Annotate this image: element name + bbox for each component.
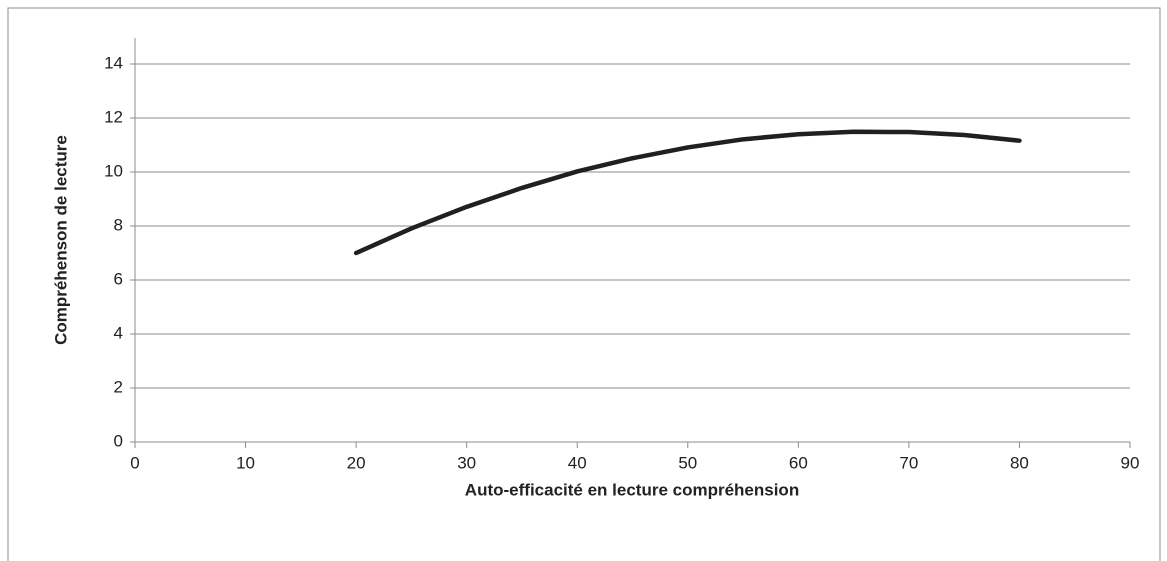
x-tick-label: 50 xyxy=(678,453,697,472)
y-tick-label: 2 xyxy=(114,377,123,396)
x-tick-label: 80 xyxy=(1010,453,1029,472)
y-tick-label: 6 xyxy=(114,269,123,288)
y-tick-label: 4 xyxy=(114,323,123,342)
x-tick-label: 70 xyxy=(899,453,918,472)
x-tick-label: 30 xyxy=(457,453,476,472)
y-axis-title: Compréhenson de lecture xyxy=(51,135,70,345)
x-tick-label: 90 xyxy=(1121,453,1140,472)
line-series xyxy=(353,129,1022,256)
y-tick-label: 14 xyxy=(104,53,123,72)
chart-border xyxy=(7,7,1161,561)
x-tick-label: 60 xyxy=(789,453,808,472)
x-tick-label: 10 xyxy=(236,453,255,472)
x-tick-label: 40 xyxy=(568,453,587,472)
x-axis-title: Auto-efficacité en lecture compréhension xyxy=(465,480,799,499)
y-tick-label: 12 xyxy=(104,107,123,126)
x-tick-label: 20 xyxy=(347,453,366,472)
y-tick-label: 8 xyxy=(114,215,123,234)
x-tick-label: 0 xyxy=(130,453,139,472)
y-tick-label: 0 xyxy=(114,431,123,450)
y-tick-label: 10 xyxy=(104,161,123,180)
